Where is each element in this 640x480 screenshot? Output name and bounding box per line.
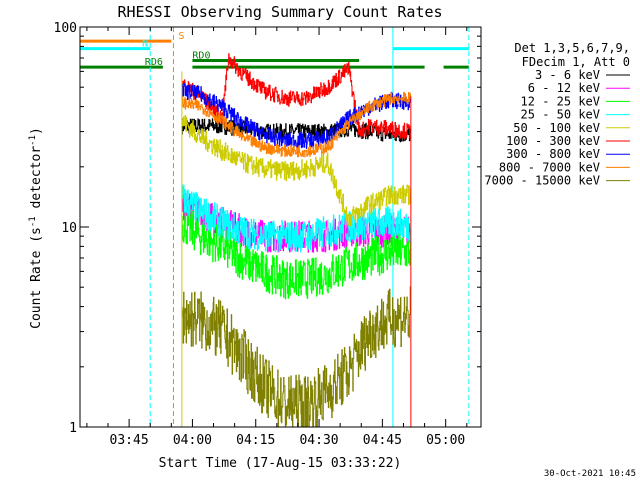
- legend-label: 25 - 50 keV: [521, 108, 600, 122]
- x-tick-label: 04:45: [363, 433, 402, 448]
- legend-header-line: FDecim 1, Att 0: [522, 55, 630, 69]
- x-tick-label: 04:00: [173, 433, 212, 448]
- y-tick-label: 1: [69, 421, 77, 436]
- legend-label: 50 - 100 keV: [513, 121, 600, 135]
- series-line-4: [181, 114, 412, 227]
- series-line-8: [181, 286, 412, 427]
- flag-label-rd0: RD0: [192, 50, 210, 61]
- flag-label-rd6: RD6: [145, 57, 163, 68]
- flag-label-s: S: [178, 31, 184, 42]
- legend-label: 100 - 300 keV: [506, 134, 600, 148]
- legend-label: 800 - 7000 keV: [499, 160, 600, 174]
- ticks-layer: 03:45 04:00 04:15 04:30 04:45 05:00 1 10 100: [54, 21, 481, 448]
- flags-layer: S N RD0 RD6: [80, 31, 469, 69]
- x-tick-label: 04:15: [236, 433, 275, 448]
- y-axis-label: Count Rate (s-1 detector-1): [28, 127, 44, 329]
- x-axis-label: Start Time (17-Aug-15 03:33:22): [159, 456, 402, 471]
- legend-label: 7000 - 15000 keV: [484, 174, 600, 188]
- y-tick-label: 100: [54, 21, 77, 36]
- legend-label: 300 - 800 keV: [506, 147, 600, 161]
- y-axis-label-part: Count Rate (s: [29, 227, 44, 329]
- series-layer: [181, 53, 412, 427]
- x-tick-label: 03:45: [110, 433, 149, 448]
- chart-title: RHESSI Observing Summary Count Rates: [117, 3, 442, 21]
- legend-label: 12 - 25 keV: [521, 94, 600, 108]
- x-tick-label: 05:00: [426, 433, 465, 448]
- series-line-7: [181, 92, 412, 158]
- y-axis-label-sup: -1: [28, 216, 38, 227]
- legend-label: 6 - 12 keV: [528, 81, 600, 95]
- x-tick-label: 04:30: [299, 433, 338, 448]
- legend-label: 3 - 6 keV: [535, 68, 600, 82]
- legend: Det 1,3,5,6,7,9, FDecim 1, Att 0 3 - 6 k…: [484, 41, 630, 188]
- y-axis-label-sup: -1: [28, 135, 38, 146]
- y-tick-label: 10: [61, 221, 77, 236]
- series-line-3: [181, 184, 412, 253]
- legend-header-line: Det 1,3,5,6,7,9,: [514, 41, 630, 55]
- flag-label-n: N: [142, 39, 148, 50]
- y-axis-label-part: ): [29, 127, 44, 135]
- timestamp: 30-Oct-2021 10:45: [544, 469, 636, 479]
- y-axis-label-part: detector: [29, 146, 44, 217]
